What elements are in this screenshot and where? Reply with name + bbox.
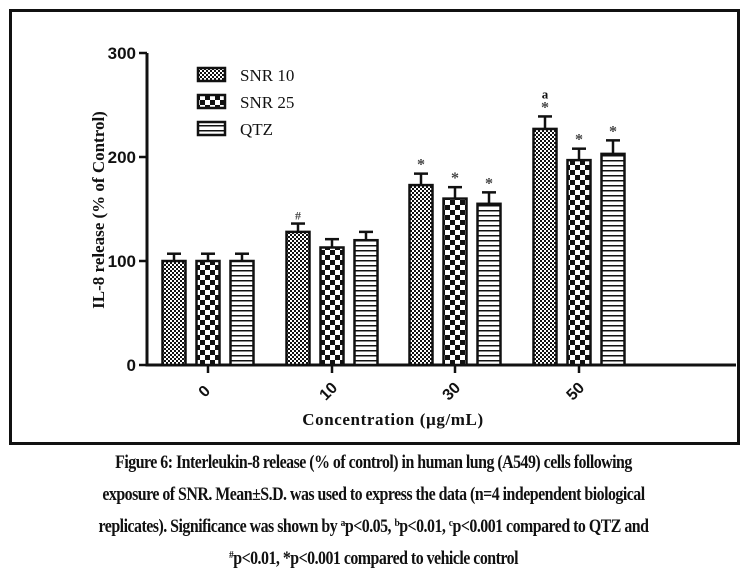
caption-text: p<0.01, [399,517,449,537]
bars-layer: #**a**** [161,86,626,367]
bar-qtz [600,152,626,367]
legend-swatch [196,66,227,83]
significance-mark: # [295,209,301,223]
bar-snr-10 [408,183,434,367]
bar-qtz [229,259,255,367]
figure-caption: Figure 6: Interleukin-8 release (% of co… [52,447,694,575]
significance-mark: * [609,123,617,140]
x-tick-label: 30 [440,379,465,404]
bar-snr-10 [532,127,558,367]
y-tick-label: 200 [108,148,136,167]
significance-mark: * [575,132,583,149]
bar-qtz [353,238,379,367]
superscript-b: b [394,517,400,529]
bar-qtz [476,202,502,367]
legend-swatch [196,120,227,137]
legend-label: SNR 10 [240,66,294,85]
caption-text: replicates). Significance was shown by [98,517,341,537]
y-axis-label: IL-8 release (% of Control) [89,111,108,309]
caption-text: p<0.01, *p<0.001 compared to vehicle con… [233,549,518,569]
legend-label: SNR 25 [240,93,294,112]
y-tick-label: 300 [108,44,136,63]
significance-mark: * [451,170,459,187]
significance-mark: * [485,175,493,192]
superscript-c: c [448,517,453,529]
legend-swatch [196,93,227,110]
figure-frame [9,9,740,445]
caption-text: p<0.001 compared to QTZ and [452,517,649,537]
superscript-a: a [340,517,346,529]
y-tick-label: 100 [108,252,136,271]
superscript-hash: # [229,549,234,561]
bar-snr-10 [161,259,187,367]
caption-line-3: replicates). Significance was shown by a… [52,511,694,543]
caption-line-1: Figure 6: Interleukin-8 release (% of co… [115,453,632,473]
x-axis-label: Concentration (µg/mL) [302,410,484,429]
y-tick-label: 0 [127,356,136,375]
legend-label: QTZ [240,120,273,139]
legend: SNR 10 SNR 25 QTZ [196,66,294,139]
caption-line-2: exposure of SNR. Mean±S.D. was used to e… [102,485,645,505]
caption-text: p<0.05, [344,517,395,537]
x-tick-label: 0 [196,383,214,401]
significance-letter: a [542,86,549,101]
bar-snr-25 [195,259,221,367]
bar-snr-25 [442,197,468,367]
x-tick-label: 10 [317,379,342,404]
bar-snr-10 [285,230,311,367]
significance-mark: * [417,157,425,174]
bar-snr-25 [566,158,592,367]
caption-line-4: #p<0.01, *p<0.001 compared to vehicle co… [52,543,694,575]
x-tick-label: 50 [564,379,589,404]
significance-mark: * [541,99,549,116]
bar-snr-25 [319,246,345,367]
